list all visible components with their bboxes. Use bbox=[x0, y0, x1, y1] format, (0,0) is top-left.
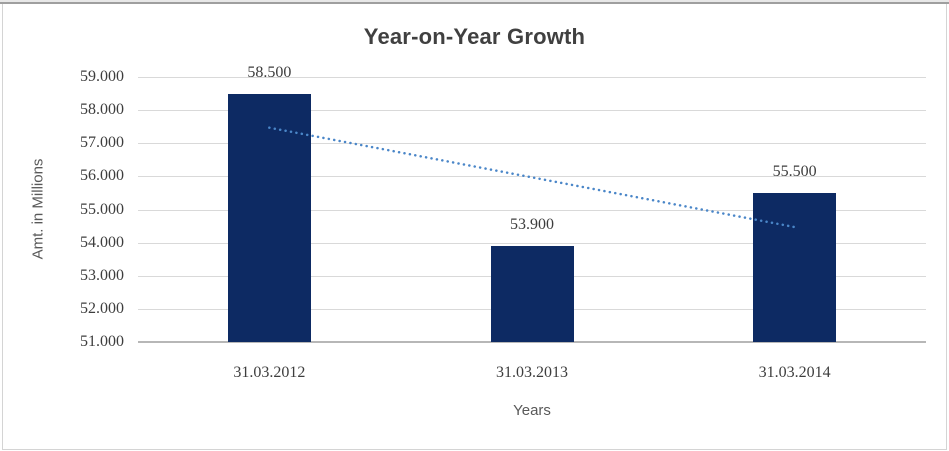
y-tick-label: 55.000 bbox=[80, 200, 124, 218]
bar-data-label: 55.500 bbox=[772, 162, 817, 180]
x-tick-label: 31.03.2014 bbox=[758, 364, 831, 381]
bar-data-label: 58.500 bbox=[247, 63, 292, 81]
y-tick-label: 57.000 bbox=[80, 134, 124, 152]
y-tick-label: 56.000 bbox=[80, 167, 124, 185]
y-tick-label: 52.000 bbox=[80, 299, 124, 317]
x-axis-title: Years bbox=[513, 402, 551, 419]
y-tick-label: 54.000 bbox=[80, 233, 124, 251]
bar bbox=[490, 245, 574, 342]
gridline bbox=[138, 110, 926, 112]
y-tick-label: 58.000 bbox=[80, 101, 124, 119]
gridline bbox=[138, 242, 926, 244]
gridline bbox=[138, 77, 926, 78]
bar-data-label: 53.900 bbox=[510, 215, 554, 233]
y-tick-label: 59.000 bbox=[80, 68, 124, 85]
bar bbox=[227, 93, 311, 342]
y-axis-title: Amt. in Millions bbox=[29, 158, 47, 260]
x-axis-line bbox=[138, 341, 926, 343]
x-tick-label: 31.03.2013 bbox=[496, 364, 568, 381]
y-tick-label: 53.000 bbox=[80, 266, 124, 284]
y-tick-label: 51.000 bbox=[80, 333, 124, 350]
chart-frame-top-strip bbox=[0, 0, 949, 4]
x-tick-label: 31.03.2012 bbox=[233, 364, 306, 381]
chart-title: Year-on-Year Growth bbox=[363, 24, 586, 49]
bar bbox=[753, 192, 837, 342]
